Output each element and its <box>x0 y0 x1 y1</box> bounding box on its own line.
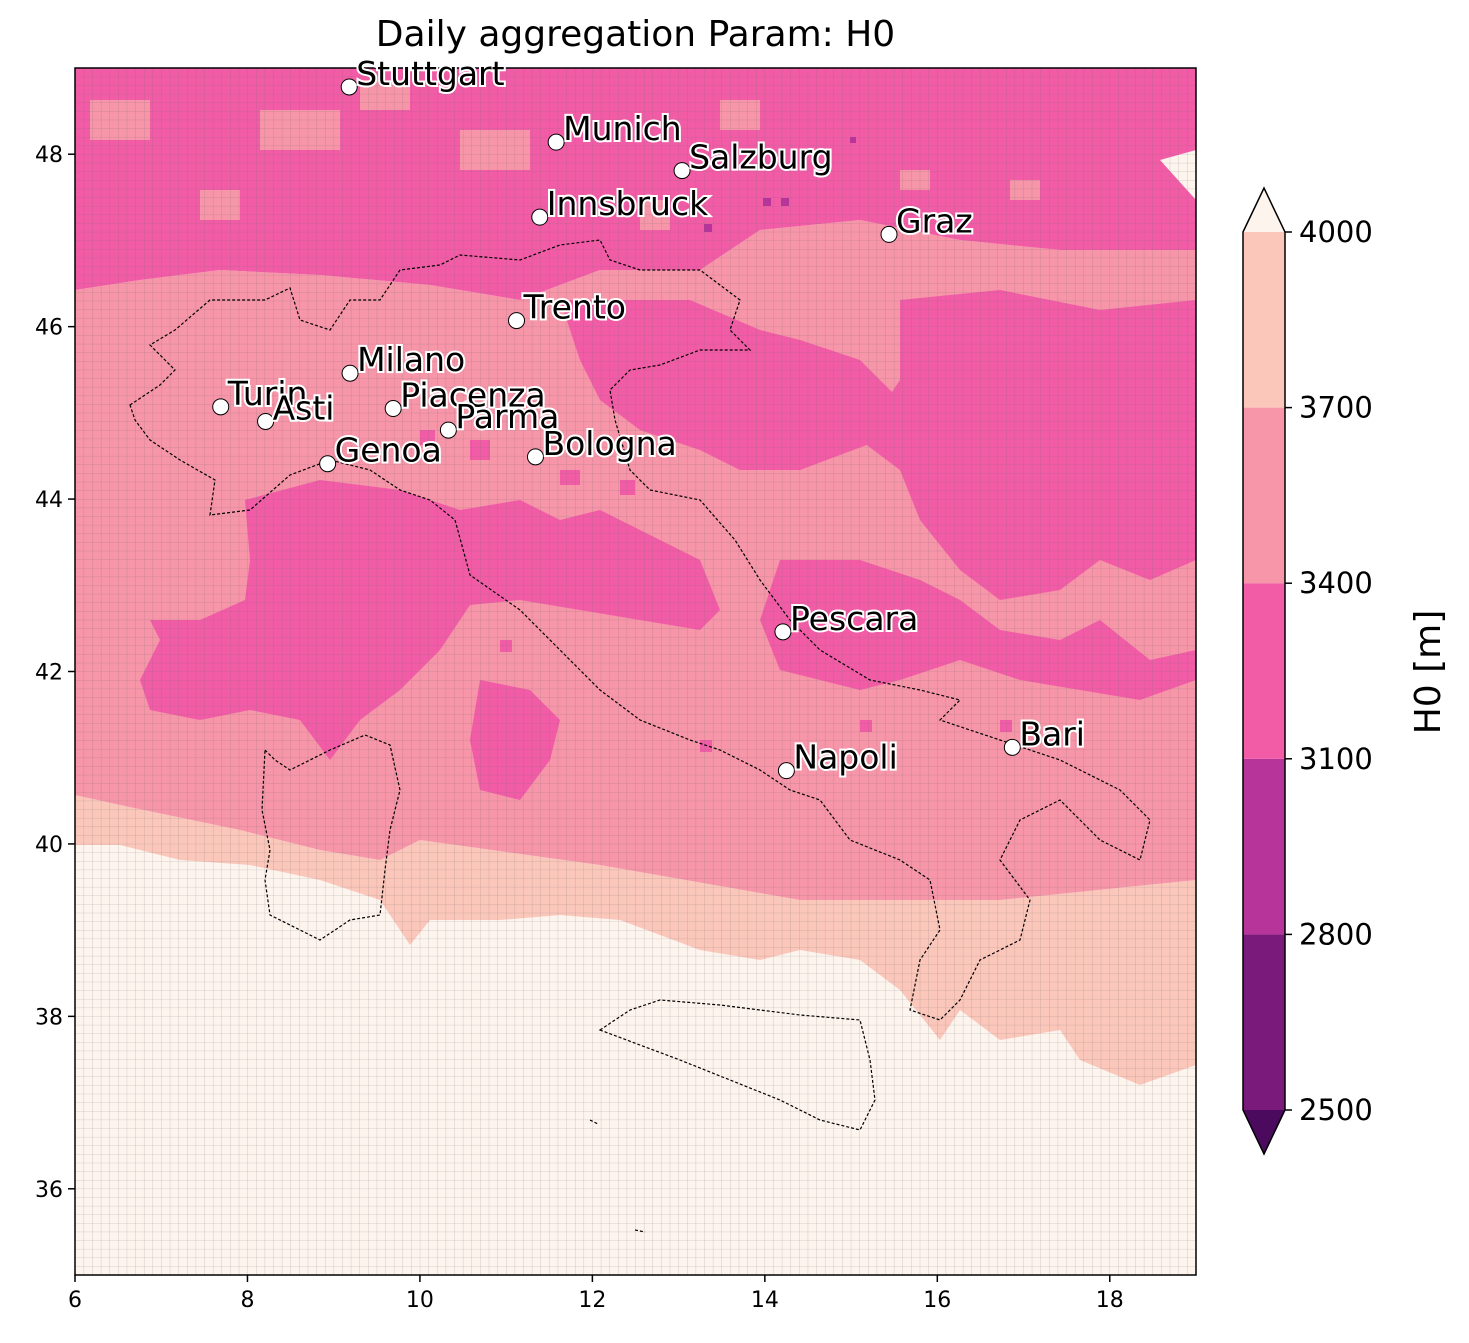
y-tick-label: 44 <box>35 488 63 513</box>
city-marker <box>341 364 359 382</box>
city-marker <box>439 421 457 439</box>
city-marker <box>1003 738 1021 756</box>
city-marker <box>526 448 544 466</box>
colorbar: 2500 2800 3100 3400 3700 4000 <box>1242 186 1373 1156</box>
colorbar-extend-under <box>1243 1110 1285 1154</box>
y-tick-label: 38 <box>35 1005 63 1030</box>
city-label: Graz <box>896 201 973 240</box>
city-marker <box>880 225 898 243</box>
city-label: Salzburg <box>689 138 832 177</box>
x-tick-label: 8 <box>240 1288 254 1313</box>
city-label: Genoa <box>335 431 442 470</box>
city-marker <box>257 412 275 430</box>
colorbar-tick-label: 3100 <box>1299 742 1373 776</box>
city-label: Pescara <box>790 599 918 638</box>
city-label: Bari <box>1019 714 1085 753</box>
colorbar-tick-label: 2800 <box>1299 917 1373 951</box>
city-marker <box>673 162 691 180</box>
city-label: Bologna <box>542 424 676 463</box>
coastlines-and-borders <box>129 239 1151 1233</box>
colorbar-extend-over <box>1243 188 1285 232</box>
colorbar-segment <box>1243 934 1285 1110</box>
city-marker <box>319 455 337 473</box>
map-plot-area <box>75 68 1196 1275</box>
city-marker <box>531 208 549 226</box>
city-label: Turin <box>227 374 308 413</box>
x-tick-label: 10 <box>406 1288 434 1313</box>
y-tick-label: 36 <box>35 1178 63 1203</box>
colorbar-tick-label: 3700 <box>1299 391 1373 425</box>
x-tick-label: 16 <box>923 1288 951 1313</box>
y-axis: 36 38 40 42 44 46 48 <box>35 143 75 1203</box>
colorbar-segment <box>1243 583 1285 759</box>
x-tick-label: 14 <box>751 1288 779 1313</box>
city-marker <box>547 133 565 151</box>
x-tick-label: 6 <box>68 1288 82 1313</box>
y-tick-label: 40 <box>35 833 63 858</box>
colorbar-segment <box>1243 758 1285 935</box>
city-marker <box>212 398 230 416</box>
y-tick-label: 46 <box>35 316 63 341</box>
city-marker <box>508 312 526 330</box>
map-title: Daily aggregation Param: H0 <box>375 14 896 55</box>
city-label: Munich <box>563 109 682 148</box>
city-marker <box>777 762 795 780</box>
city-label: Innsbruck <box>547 184 709 223</box>
city-marker <box>384 400 402 418</box>
city-label: Stuttgart <box>356 54 504 93</box>
city-label: Parma <box>455 397 559 436</box>
x-tick-label: 12 <box>578 1288 606 1313</box>
city-marker <box>340 78 358 96</box>
colorbar-tick-label: 4000 <box>1299 215 1373 249</box>
city-marker <box>774 623 792 641</box>
colorbar-label: H0 [m] <box>1408 610 1449 735</box>
colorbar-tick-label: 2500 <box>1299 1093 1373 1127</box>
colorbar-segment <box>1243 232 1285 408</box>
city-label: Napoli <box>793 738 897 777</box>
y-tick-label: 48 <box>35 143 63 168</box>
x-axis: 6 8 10 12 14 16 18 <box>68 1275 1124 1313</box>
colorbar-tick-label: 3400 <box>1299 566 1373 600</box>
city-label: Milano <box>357 340 465 379</box>
city-label: Piacenza <box>400 376 545 415</box>
city-label: Asti <box>273 388 335 427</box>
colorbar-segment <box>1243 407 1285 584</box>
city-label: Trento <box>523 288 627 327</box>
cell-grid <box>75 68 1196 1275</box>
y-tick-label: 42 <box>35 661 63 686</box>
x-tick-label: 18 <box>1096 1288 1124 1313</box>
